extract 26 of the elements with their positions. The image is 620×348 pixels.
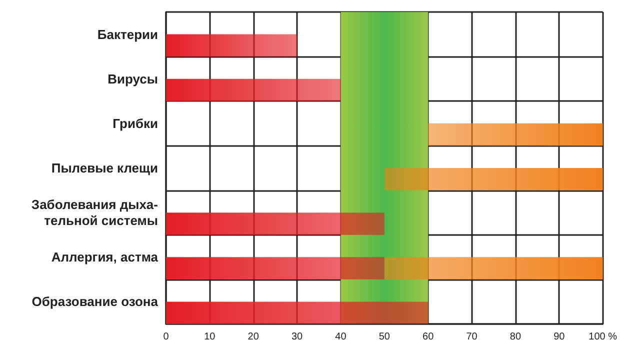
- bar: [166, 257, 384, 280]
- x-tick-label: 70: [466, 332, 478, 342]
- x-tick-label: 100 %: [588, 332, 618, 342]
- x-tick-label: 0: [163, 332, 170, 342]
- x-tick-label: 90: [554, 332, 566, 342]
- bar: [166, 212, 384, 235]
- bar: [384, 257, 603, 280]
- bar: [166, 34, 298, 57]
- x-tick-label: 50: [378, 332, 390, 342]
- y-tick-label: Заболевания дыха- тельной системы: [31, 197, 158, 228]
- bar: [166, 302, 428, 324]
- bar: [428, 123, 603, 146]
- x-tick-label: 60: [422, 332, 434, 342]
- x-tick-label: 80: [510, 332, 522, 342]
- x-tick-label: 30: [291, 332, 304, 342]
- y-tick-label: Вирусы: [108, 71, 158, 86]
- y-tick-label: Аллергия, астма: [51, 250, 159, 265]
- y-tick-label: Грибки: [112, 116, 158, 131]
- x-tick-label: 20: [248, 332, 260, 342]
- bar: [384, 168, 603, 190]
- y-tick-label: Образование озона: [32, 294, 159, 310]
- x-tick-label: 10: [204, 332, 216, 342]
- bar: [166, 78, 341, 102]
- x-tick-label: 40: [335, 332, 347, 342]
- y-tick-label: Бактерии: [97, 26, 158, 42]
- y-tick-label: Пылевые клещи: [51, 160, 158, 176]
